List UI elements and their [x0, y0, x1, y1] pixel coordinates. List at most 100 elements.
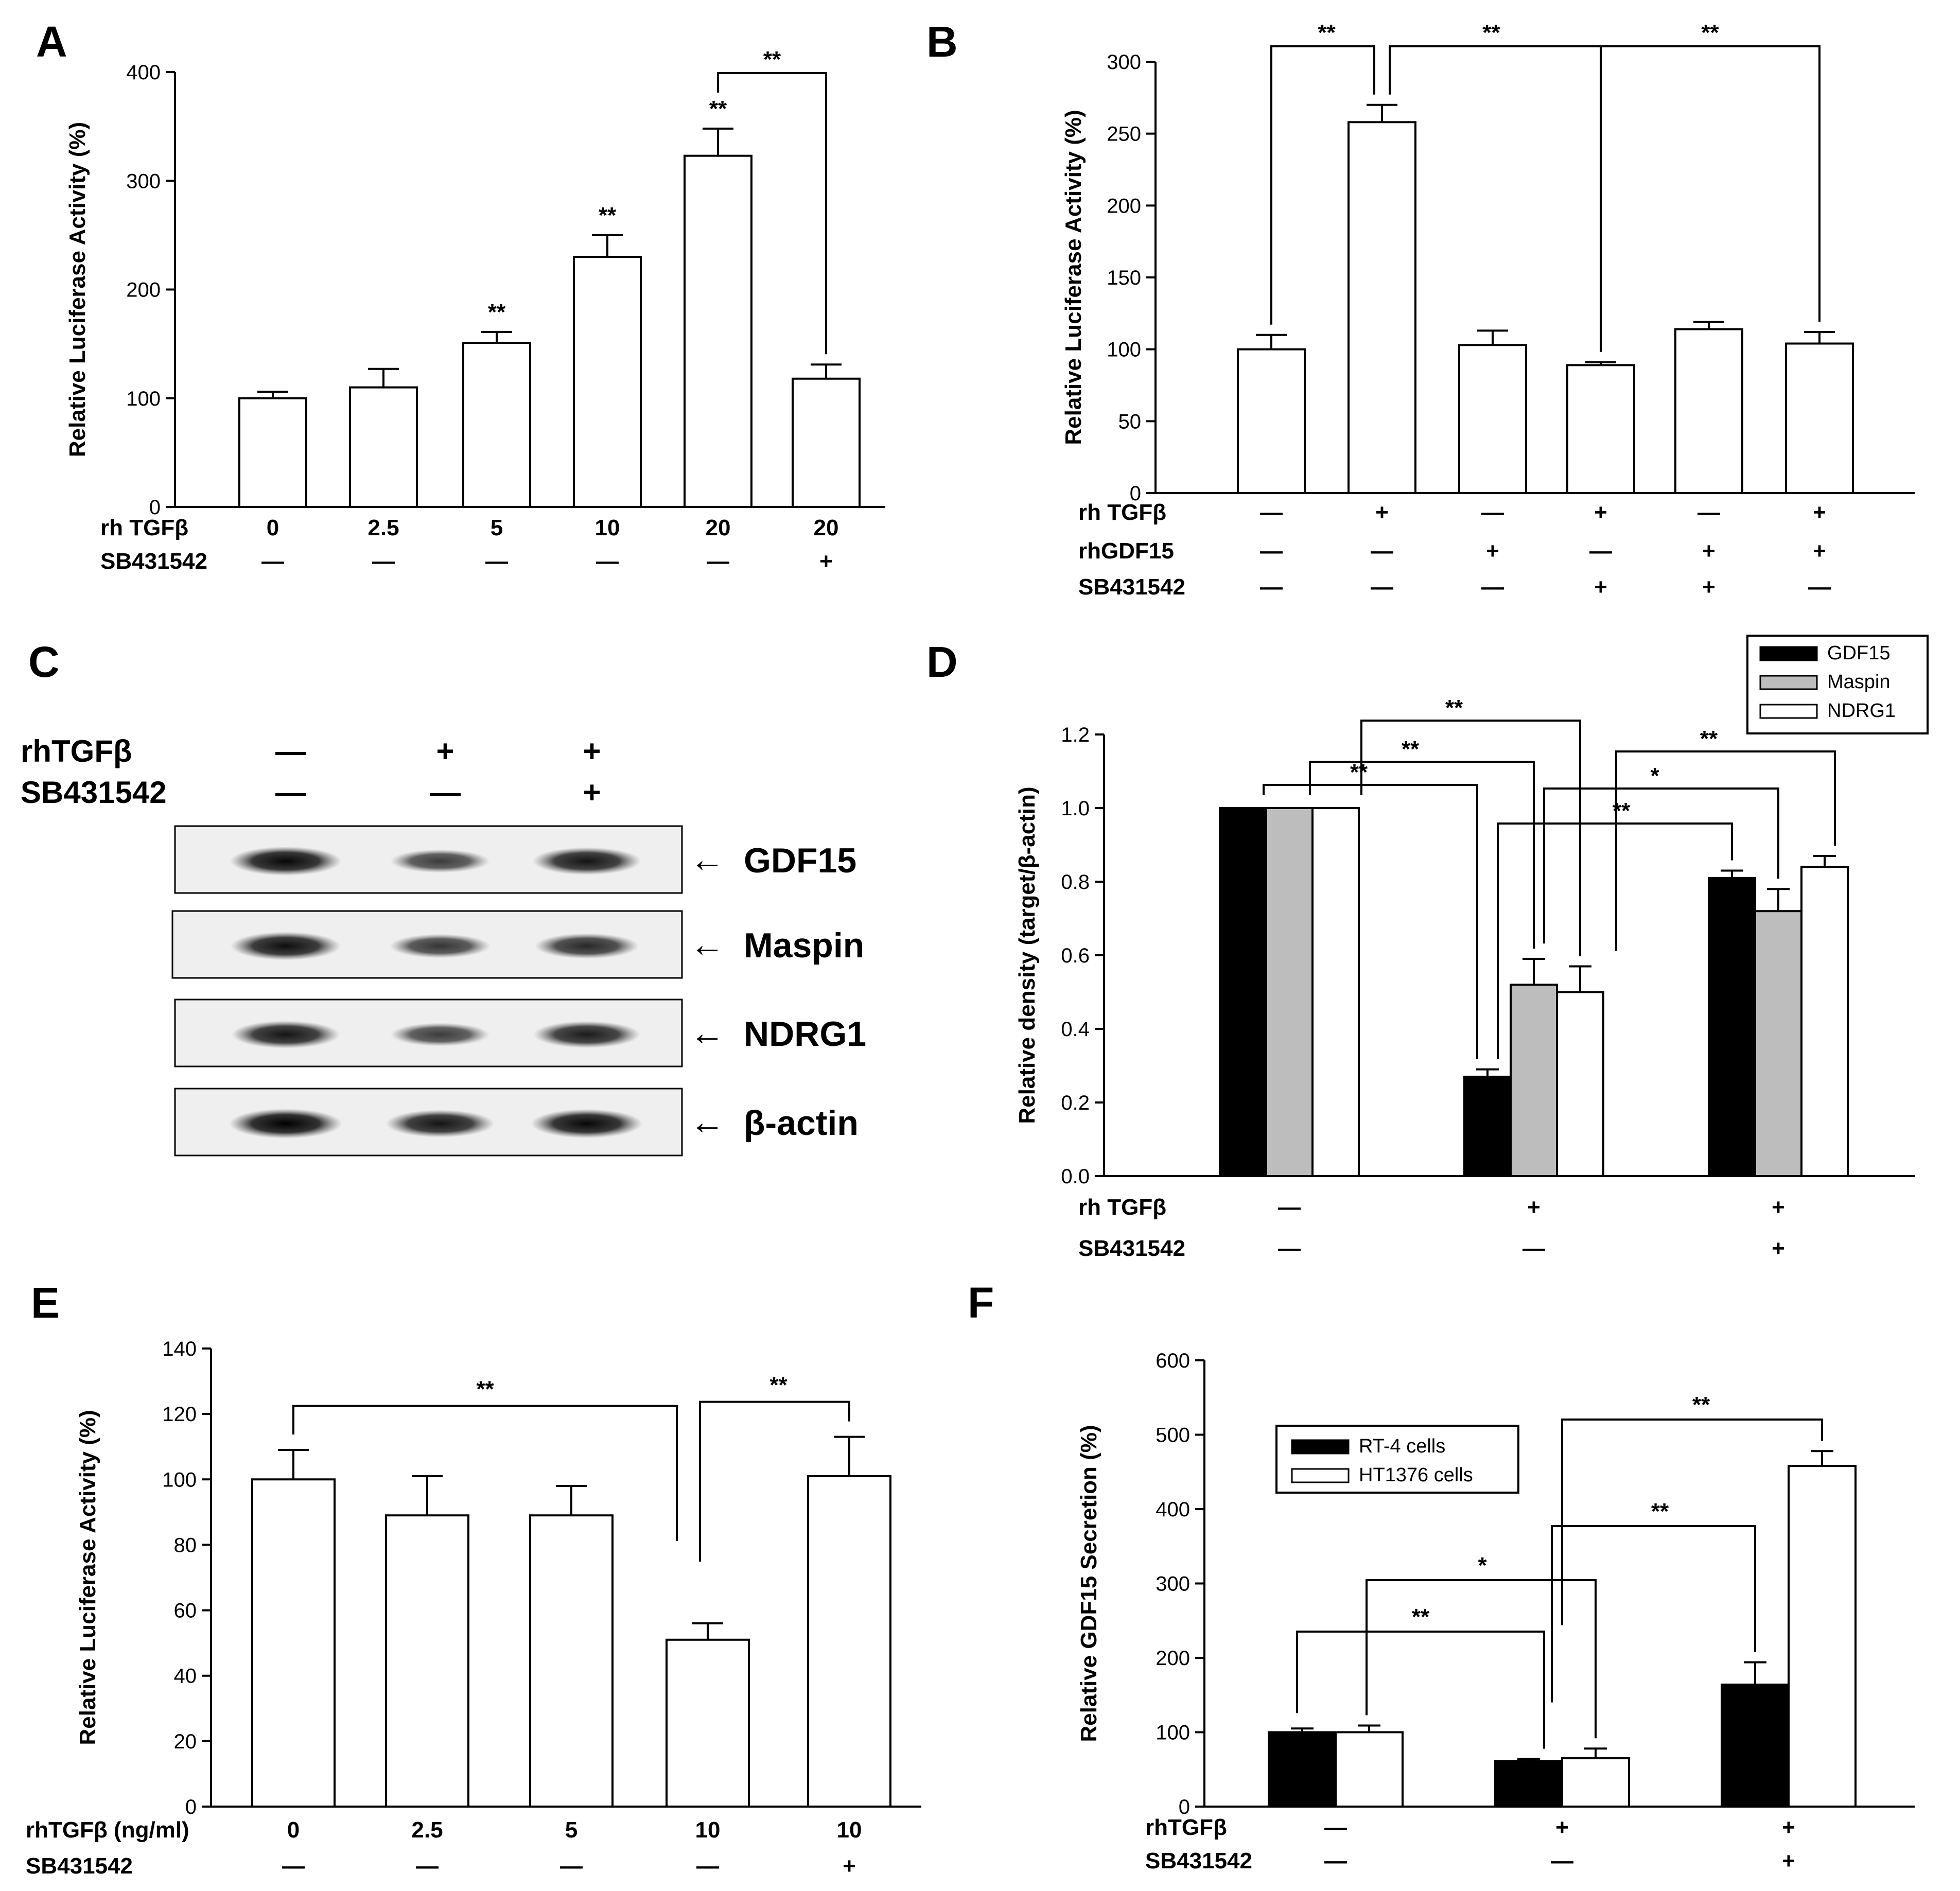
- condition-value: +: [1486, 538, 1499, 564]
- significance-marker: **: [1412, 1604, 1430, 1630]
- significance-marker: **: [1482, 20, 1500, 45]
- panel-b-chart: 0 50 100 150 200 250 300 Relative Luciferase Ac…: [1061, 20, 1915, 600]
- significance-marker: **: [599, 203, 617, 228]
- significance-marker: **: [1318, 20, 1336, 45]
- y-tick-label: 0: [1130, 482, 1141, 505]
- y-tick-label: 80: [174, 1534, 197, 1556]
- condition-value: +: [1702, 538, 1716, 564]
- significance-marker: **: [488, 300, 506, 325]
- y-tick-label: 100: [126, 388, 161, 410]
- condition-value: —: [1589, 538, 1612, 564]
- y-tick-label: 300: [1156, 1573, 1190, 1596]
- y-tick-label: 100: [1156, 1722, 1190, 1744]
- bar: [1556, 991, 1604, 1177]
- y-tick-label: 0: [185, 1796, 197, 1818]
- blot-band: [390, 849, 490, 873]
- significance-marker: *: [1478, 1553, 1487, 1578]
- bar: [1754, 910, 1802, 1177]
- condition-row-label: rh TGFβ: [1078, 1195, 1166, 1220]
- y-tick-label: 100: [162, 1468, 197, 1491]
- condition-value: —: [1522, 1236, 1545, 1261]
- blot-band: [531, 1109, 643, 1139]
- significance-bracket: [1389, 45, 1602, 352]
- significance-marker: **: [709, 96, 727, 121]
- bar: [1311, 807, 1360, 1177]
- condition-value: 0: [287, 1817, 300, 1843]
- condition-row-label: SB431542: [100, 549, 207, 574]
- y-tick-label: 200: [1107, 195, 1141, 217]
- significance-bracket: [292, 1405, 678, 1541]
- y-tick-label: 50: [1118, 410, 1142, 433]
- y-tick-label: 100: [1107, 339, 1141, 361]
- condition-value: —: [1278, 1236, 1301, 1261]
- significance-bracket: [1615, 750, 1836, 951]
- bar: [1788, 1465, 1857, 1808]
- y-tick-label: 600: [1156, 1350, 1190, 1372]
- condition-value: 2.5: [411, 1817, 443, 1843]
- significance-bracket: [1360, 720, 1581, 956]
- bar: [1561, 1757, 1630, 1808]
- bar: [349, 386, 418, 508]
- blot-band: [230, 846, 342, 876]
- significance-bracket: [1551, 1525, 1756, 1703]
- legend-swatch: [1759, 704, 1818, 719]
- condition-value: 5: [491, 515, 503, 540]
- y-tick-label: 0.6: [1061, 944, 1090, 967]
- condition-value: 10: [695, 1817, 721, 1843]
- panel-label-c: C: [28, 638, 60, 686]
- significance-marker: **: [1350, 760, 1368, 785]
- significance-marker: **: [763, 47, 781, 72]
- bar: [1219, 807, 1267, 1177]
- blot-row-label: β-actin: [744, 1104, 859, 1143]
- condition-value: +: [1813, 538, 1826, 564]
- condition-value: —: [1324, 1815, 1347, 1840]
- legend-label: Maspin: [1827, 671, 1891, 693]
- bar: [1458, 344, 1527, 495]
- bar: [1494, 1760, 1563, 1808]
- panel-label-f: F: [968, 1279, 994, 1327]
- panel-c-western-blot: rhTGFβ — + + SB431542 — — + ← GDF15 ← Maspin ← NDRG1 ←…: [21, 734, 866, 1157]
- bar: [1463, 1075, 1512, 1177]
- condition-value: 10: [595, 515, 620, 540]
- blot-arrow: ←: [690, 1013, 725, 1053]
- significance-bracket: [1263, 784, 1478, 1059]
- blot-band: [535, 933, 639, 959]
- blot-condition-value: +: [583, 775, 601, 810]
- blot-condition-label: SB431542: [21, 775, 167, 810]
- condition-value: +: [1702, 574, 1716, 600]
- condition-value: +: [1375, 500, 1389, 525]
- significance-marker: **: [1692, 1392, 1710, 1417]
- blot-arrow: ←: [690, 1102, 725, 1142]
- panel-label-a: A: [36, 17, 67, 66]
- condition-value: —: [1260, 574, 1283, 600]
- significance-bracket: [1543, 787, 1779, 944]
- condition-value: 0: [267, 515, 279, 540]
- y-tick-label: 0.8: [1061, 871, 1090, 894]
- y-tick-label: 140: [162, 1338, 197, 1360]
- condition-value: —: [1481, 574, 1504, 600]
- y-tick-label: 0.4: [1061, 1018, 1090, 1041]
- significance-marker: **: [1445, 695, 1463, 721]
- bar: [573, 256, 642, 508]
- condition-value: —: [1551, 1848, 1573, 1874]
- bar: [1674, 328, 1743, 494]
- legend-swatch: [1291, 1439, 1350, 1455]
- bar: [1268, 1731, 1337, 1808]
- condition-value: +: [843, 1853, 856, 1879]
- condition-row-label: SB431542: [1078, 1236, 1185, 1261]
- y-tick-label: 250: [1107, 123, 1141, 146]
- condition-row-label: rhGDF15: [1078, 538, 1174, 564]
- condition-row-label: SB431542: [26, 1853, 133, 1879]
- significance-marker: **: [1402, 737, 1420, 762]
- significance-bracket: [1296, 1631, 1545, 1749]
- bar: [1237, 348, 1306, 495]
- condition-value: —: [1697, 500, 1720, 525]
- blot-band: [386, 1110, 495, 1137]
- condition-value: —: [1260, 538, 1283, 564]
- legend-label: HT1376 cells: [1359, 1464, 1473, 1486]
- condition-value: +: [1813, 500, 1826, 525]
- panel-f-chart: 0 100 200 300 400 500 600 Relative GDF15 Secret…: [1076, 1350, 1915, 1874]
- condition-value: +: [1782, 1815, 1795, 1840]
- significance-marker: *: [1650, 763, 1659, 789]
- condition-row-label: rh TGFβ: [100, 515, 188, 540]
